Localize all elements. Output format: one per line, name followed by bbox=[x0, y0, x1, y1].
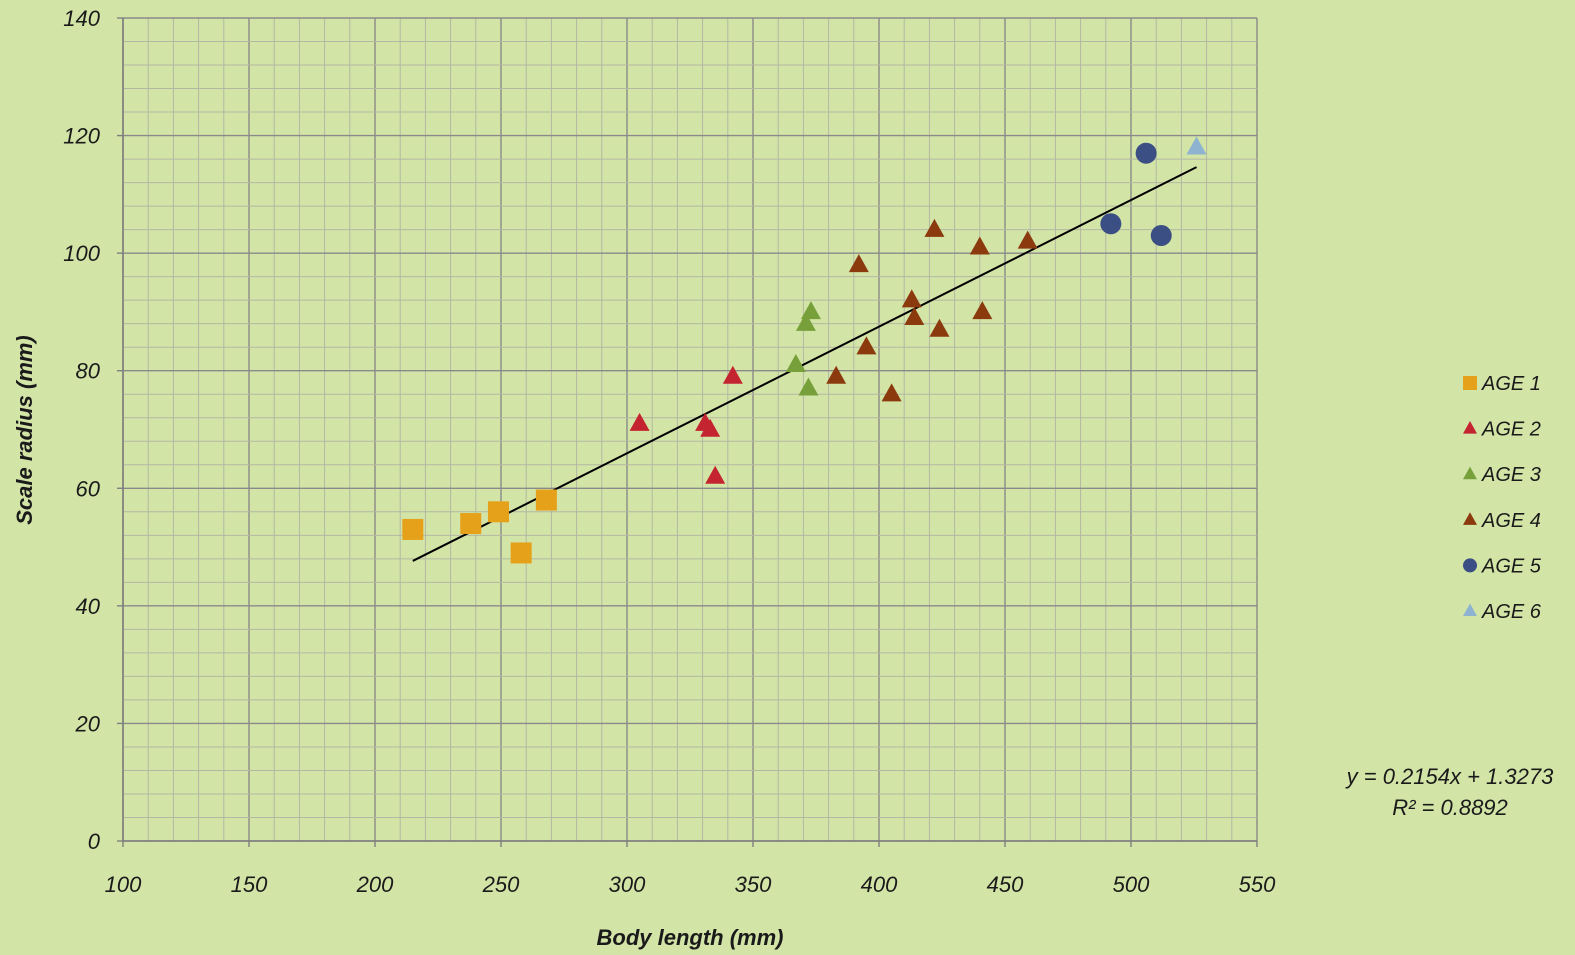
y-tick-label: 60 bbox=[76, 476, 101, 501]
data-point bbox=[402, 518, 424, 540]
data-point bbox=[629, 412, 650, 431]
y-axis-title: Scale radius (mm) bbox=[12, 335, 37, 525]
data-point bbox=[1135, 142, 1157, 164]
data-point bbox=[1186, 136, 1207, 155]
x-tick-label: 400 bbox=[861, 872, 898, 897]
legend-label: AGE 1 bbox=[1481, 373, 1541, 395]
x-tick-label: 450 bbox=[987, 872, 1024, 897]
series-age-2 bbox=[629, 365, 743, 484]
x-tick-label: 500 bbox=[1113, 872, 1150, 897]
y-tick-label: 120 bbox=[63, 124, 100, 149]
grid bbox=[122, 17, 1258, 842]
data-point bbox=[798, 377, 819, 396]
legend-item: AGE 5 bbox=[1463, 555, 1542, 577]
y-axis-ticks: 0 20 40 60 80 100 120 140 bbox=[63, 6, 123, 854]
data-point bbox=[510, 542, 532, 564]
data-point bbox=[535, 489, 557, 511]
data-point bbox=[785, 354, 806, 373]
legend-item: AGE 2 bbox=[1463, 419, 1541, 441]
y-tick-label: 140 bbox=[63, 6, 100, 31]
legend-item: AGE 4 bbox=[1463, 510, 1541, 532]
x-tick-label: 350 bbox=[735, 872, 772, 897]
x-tick-label: 250 bbox=[482, 872, 520, 897]
data-point bbox=[1017, 230, 1038, 249]
x-tick-label: 150 bbox=[231, 872, 268, 897]
data-point bbox=[1150, 225, 1172, 247]
data-point bbox=[901, 289, 922, 308]
data-point bbox=[972, 301, 993, 320]
data-point bbox=[826, 365, 847, 384]
y-tick-label: 100 bbox=[63, 241, 100, 266]
legend-item: AGE 3 bbox=[1463, 464, 1541, 486]
y-tick-label: 40 bbox=[76, 594, 101, 619]
data-point bbox=[722, 365, 743, 384]
legend-marker bbox=[1463, 376, 1477, 390]
data-point bbox=[487, 501, 509, 523]
data-point bbox=[969, 236, 990, 255]
trendline-r-squared: R² = 0.8892 bbox=[1392, 795, 1508, 820]
legend-label: AGE 5 bbox=[1481, 555, 1542, 577]
data-point bbox=[795, 312, 816, 331]
data-point bbox=[881, 383, 902, 402]
x-axis-ticks: 100 150 200 250 300 350 400 450 500 550 bbox=[105, 841, 1276, 897]
legend: AGE 1 AGE 2 AGE 3 AGE 4 AGE 5 AGE 6 bbox=[1463, 373, 1542, 623]
series-age-4 bbox=[826, 218, 1038, 402]
y-tick-label: 0 bbox=[88, 829, 101, 854]
data-point bbox=[460, 513, 482, 535]
data-point bbox=[800, 301, 821, 320]
legend-marker bbox=[1463, 603, 1477, 617]
legend-marker bbox=[1463, 421, 1477, 434]
legend-marker bbox=[1463, 466, 1477, 480]
legend-label: AGE 4 bbox=[1481, 510, 1541, 532]
data-point bbox=[924, 218, 945, 237]
x-axis-title: Body length (mm) bbox=[597, 925, 784, 950]
data-point bbox=[904, 307, 925, 326]
series-age-5 bbox=[1100, 142, 1172, 247]
legend-label: AGE 2 bbox=[1481, 419, 1541, 441]
data-point bbox=[848, 254, 869, 273]
trendline bbox=[412, 166, 1197, 562]
x-tick-label: 200 bbox=[356, 872, 394, 897]
legend-item: AGE 6 bbox=[1463, 601, 1542, 623]
data-point bbox=[856, 336, 877, 355]
y-tick-label: 20 bbox=[75, 711, 101, 736]
y-tick-label: 80 bbox=[76, 359, 101, 384]
legend-marker bbox=[1463, 512, 1477, 525]
data-point bbox=[929, 318, 950, 337]
legend-label: AGE 6 bbox=[1481, 601, 1542, 623]
x-tick-label: 550 bbox=[1239, 872, 1276, 897]
series-age-1 bbox=[402, 489, 557, 564]
legend-label: AGE 3 bbox=[1481, 464, 1541, 486]
x-tick-label: 300 bbox=[609, 872, 646, 897]
x-tick-label: 100 bbox=[105, 872, 142, 897]
data-point bbox=[700, 418, 721, 437]
series-age-6 bbox=[1186, 136, 1207, 155]
data-points bbox=[402, 136, 1207, 564]
legend-item: AGE 1 bbox=[1463, 373, 1541, 395]
legend-marker bbox=[1463, 558, 1477, 573]
data-point bbox=[705, 465, 726, 484]
trendline-equation: y = 0.2154x + 1.3273 bbox=[1345, 764, 1554, 789]
data-point bbox=[1100, 213, 1122, 235]
series-age-3 bbox=[785, 301, 821, 396]
